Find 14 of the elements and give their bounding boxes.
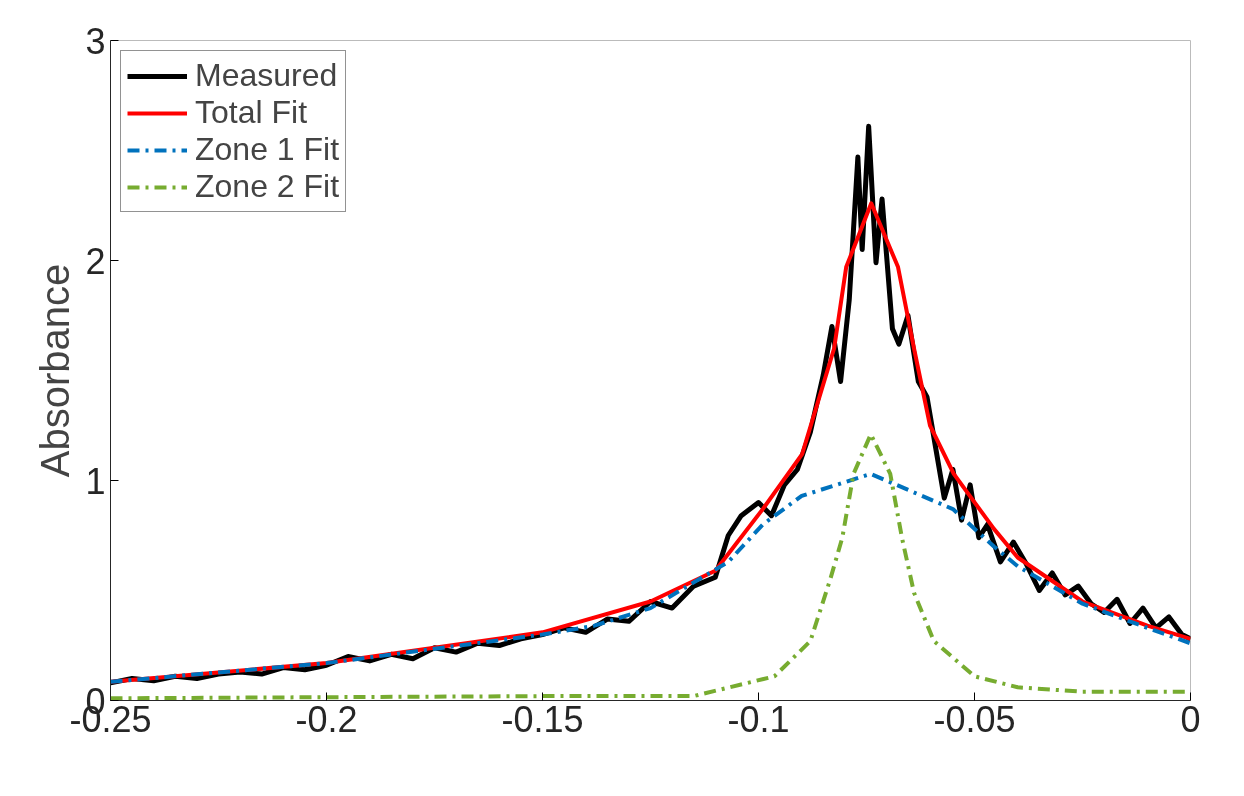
y-tick-label: 1	[85, 460, 106, 502]
x-tick-label: -0.05	[933, 698, 1016, 740]
x-tick-label: 0	[1180, 698, 1201, 740]
x-tick-label: -0.1	[727, 698, 790, 740]
legend-label: Total Fit	[195, 94, 308, 131]
legend-label: Measured	[195, 57, 338, 94]
x-tick-label: -0.15	[501, 698, 584, 740]
line-series	[110, 471, 1191, 684]
legend-label: Zone 1 Fit	[195, 131, 340, 168]
y-tick-label: 3	[85, 20, 106, 62]
x-tick-label: -0.2	[295, 698, 358, 740]
y-tick-label: 2	[85, 240, 106, 282]
legend-label: Zone 2 Fit	[195, 168, 340, 205]
y-axis-title: Absorbance	[33, 263, 78, 478]
